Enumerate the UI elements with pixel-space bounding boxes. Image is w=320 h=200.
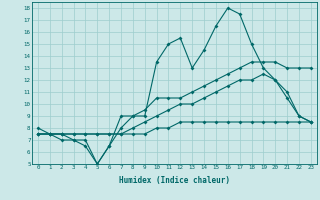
X-axis label: Humidex (Indice chaleur): Humidex (Indice chaleur) xyxy=(119,176,230,185)
